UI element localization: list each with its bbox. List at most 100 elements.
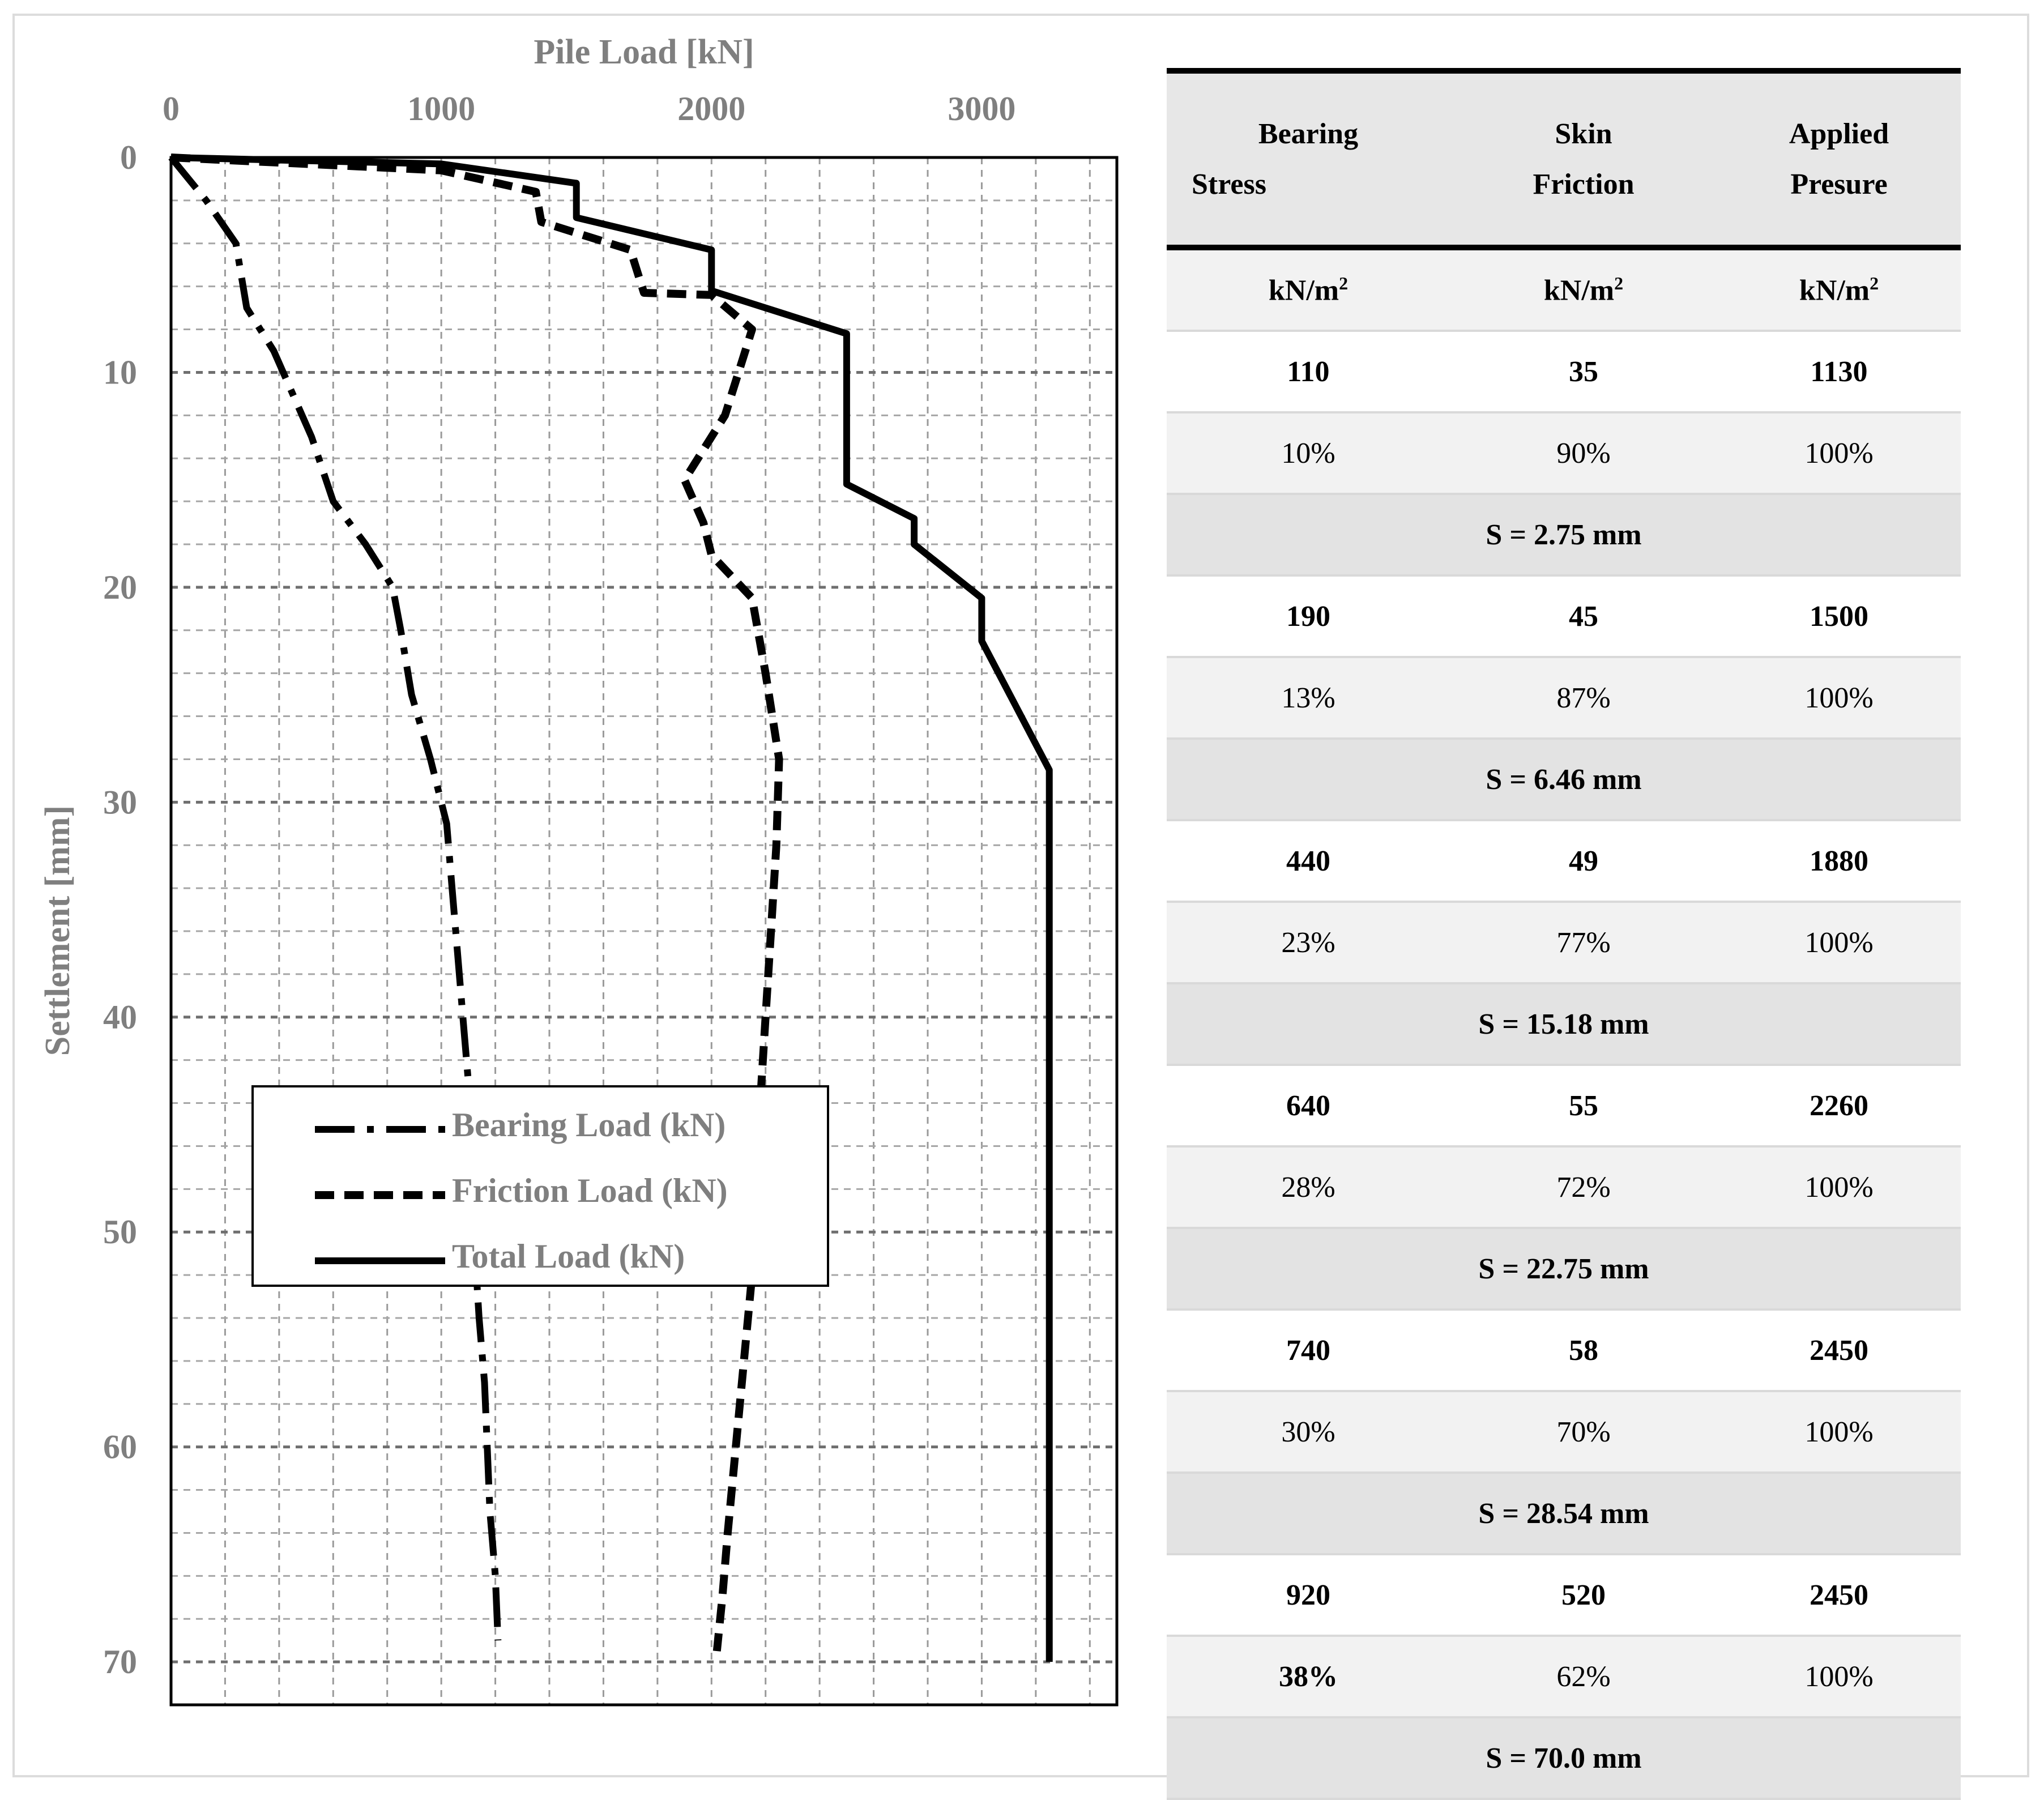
unit-bearing: kN/m2 bbox=[1167, 248, 1450, 332]
legend-item-total: Total Load (kN) bbox=[254, 1226, 827, 1288]
legend-label-total: Total Load (kN) bbox=[452, 1238, 685, 1275]
header-bearing-line2: Stress bbox=[1167, 160, 1450, 250]
settlement-cell: S = 15.18 mm bbox=[1167, 983, 1961, 1066]
y-tick-label: 60 bbox=[103, 1428, 137, 1466]
values-row: 740 58 2450 bbox=[1167, 1310, 1961, 1392]
unit-applied-sup: 2 bbox=[1870, 272, 1879, 293]
percent-cell-applied: 100% bbox=[1717, 1146, 1961, 1229]
unit-applied-text: kN/m bbox=[1799, 274, 1870, 307]
x-axis-label: Pile Load [kN] bbox=[534, 33, 754, 71]
value-cell-bearing: 440 bbox=[1167, 820, 1450, 903]
legend-label-bearing: Bearing Load (kN) bbox=[452, 1106, 726, 1144]
tick-labels: 0 1000 2000 3000 0 10 20 30 40 50 60 70 bbox=[103, 90, 1015, 1680]
series-bearing-load-line bbox=[168, 155, 502, 1641]
percent-cell-skin: 77% bbox=[1450, 902, 1717, 984]
settlement-row: S = 22.75 mm bbox=[1167, 1228, 1961, 1311]
percent-cell-bearing: 30% bbox=[1167, 1391, 1450, 1474]
header-skin-line1: Skin bbox=[1450, 68, 1717, 160]
header-skin-line2: Friction bbox=[1450, 160, 1717, 250]
header-applied-line2: Presure bbox=[1717, 160, 1961, 250]
percent-row: 10% 90% 100% bbox=[1167, 412, 1961, 495]
unit-bearing-text: kN/m bbox=[1268, 274, 1339, 307]
percent-row: 38% 62% 100% bbox=[1167, 1636, 1961, 1718]
percent-row: 23% 77% 100% bbox=[1167, 902, 1961, 984]
header-applied-line1: Applied bbox=[1717, 68, 1961, 160]
value-cell-skin: 49 bbox=[1450, 820, 1717, 903]
grid bbox=[171, 157, 1117, 1705]
percent-cell-bearing: 13% bbox=[1167, 657, 1450, 740]
value-cell-bearing: 920 bbox=[1167, 1554, 1450, 1637]
percent-row: 30% 70% 100% bbox=[1167, 1391, 1961, 1474]
percent-cell-applied: 100% bbox=[1717, 1636, 1961, 1718]
value-cell-applied: 2260 bbox=[1717, 1065, 1961, 1148]
unit-skin-text: kN/m bbox=[1543, 274, 1615, 307]
percent-cell-skin: 70% bbox=[1450, 1391, 1717, 1474]
series-lines bbox=[168, 153, 1053, 1662]
results-table: Bearing Skin Applied Stress Friction Pre… bbox=[1167, 68, 1961, 1800]
percent-cell-bearing: 28% bbox=[1167, 1146, 1450, 1229]
value-cell-skin: 520 bbox=[1450, 1554, 1717, 1637]
settlement-row: S = 28.54 mm bbox=[1167, 1473, 1961, 1555]
value-cell-applied: 1500 bbox=[1717, 575, 1961, 658]
percent-cell-bearing: 10% bbox=[1167, 412, 1450, 495]
x-tick-label: 3000 bbox=[948, 90, 1015, 127]
percent-cell-bearing: 23% bbox=[1167, 902, 1450, 984]
percent-cell-applied: 100% bbox=[1717, 1391, 1961, 1474]
settlement-row: S = 6.46 mm bbox=[1167, 739, 1961, 821]
values-row: 920 520 2450 bbox=[1167, 1554, 1961, 1637]
percent-cell-skin: 62% bbox=[1450, 1636, 1717, 1718]
y-tick-label: 70 bbox=[103, 1643, 137, 1680]
value-cell-skin: 45 bbox=[1450, 575, 1717, 658]
y-tick-label: 50 bbox=[103, 1213, 137, 1251]
y-tick-label: 30 bbox=[103, 783, 137, 821]
y-tick-label: 20 bbox=[103, 569, 137, 606]
value-cell-applied: 2450 bbox=[1717, 1554, 1961, 1637]
y-axis-label: Settlement [mm] bbox=[39, 805, 77, 1056]
y-tick-label: 0 bbox=[120, 139, 137, 176]
percent-cell-applied: 100% bbox=[1717, 412, 1961, 495]
unit-applied: kN/m2 bbox=[1717, 248, 1961, 332]
figure-frame bbox=[12, 14, 2029, 1777]
percent-cell-applied: 100% bbox=[1717, 657, 1961, 740]
header-row-top: Bearing Skin Applied bbox=[1167, 68, 1961, 160]
unit-skin-sup: 2 bbox=[1614, 272, 1624, 293]
legend-item-friction: Friction Load (kN) bbox=[254, 1160, 827, 1222]
value-cell-applied: 1880 bbox=[1717, 820, 1961, 903]
values-row: 110 35 1130 bbox=[1167, 331, 1961, 413]
value-cell-bearing: 740 bbox=[1167, 1310, 1450, 1392]
settlement-row: S = 2.75 mm bbox=[1167, 494, 1961, 577]
settlement-cell: S = 2.75 mm bbox=[1167, 494, 1961, 577]
value-cell-skin: 35 bbox=[1450, 331, 1717, 413]
value-cell-bearing: 110 bbox=[1167, 331, 1450, 413]
units-row: kN/m2 kN/m2 kN/m2 bbox=[1167, 248, 1961, 332]
percent-cell-skin: 90% bbox=[1450, 412, 1717, 495]
header-bearing-line1: Bearing bbox=[1167, 68, 1450, 160]
legend-label-friction: Friction Load (kN) bbox=[452, 1172, 728, 1209]
percent-row: 28% 72% 100% bbox=[1167, 1146, 1961, 1229]
value-cell-bearing: 640 bbox=[1167, 1065, 1450, 1148]
chart-legend: Bearing Load (kN) Friction Load (kN) Tot… bbox=[251, 1085, 829, 1287]
legend-swatch-friction bbox=[315, 1191, 445, 1199]
settlement-cell: S = 28.54 mm bbox=[1167, 1473, 1961, 1555]
percent-cell-bearing: 38% bbox=[1167, 1636, 1450, 1718]
percent-cell-applied: 100% bbox=[1717, 902, 1961, 984]
settlement-cell: S = 6.46 mm bbox=[1167, 739, 1961, 821]
unit-skin: kN/m2 bbox=[1450, 248, 1717, 332]
percent-cell-skin: 87% bbox=[1450, 657, 1717, 740]
values-row: 440 49 1880 bbox=[1167, 820, 1961, 903]
y-tick-label: 40 bbox=[103, 999, 137, 1036]
settlement-row: S = 70.0 mm bbox=[1167, 1717, 1961, 1800]
x-tick-label: 1000 bbox=[407, 90, 475, 127]
value-cell-skin: 58 bbox=[1450, 1310, 1717, 1392]
x-tick-label: 0 bbox=[163, 90, 180, 127]
settlement-cell: S = 70.0 mm bbox=[1167, 1717, 1961, 1800]
settlement-cell: S = 22.75 mm bbox=[1167, 1228, 1961, 1311]
series-friction-load-line bbox=[170, 153, 783, 1652]
value-cell-skin: 55 bbox=[1450, 1065, 1717, 1148]
value-cell-applied: 1130 bbox=[1717, 331, 1961, 413]
load-settlement-chart: 0 1000 2000 3000 0 10 20 30 40 50 60 70 Pile Load [… bbox=[39, 33, 1119, 1707]
settlement-row: S = 15.18 mm bbox=[1167, 983, 1961, 1066]
x-tick-label: 2000 bbox=[677, 90, 745, 127]
values-row: 640 55 2260 bbox=[1167, 1065, 1961, 1148]
y-tick-label: 10 bbox=[103, 353, 137, 391]
